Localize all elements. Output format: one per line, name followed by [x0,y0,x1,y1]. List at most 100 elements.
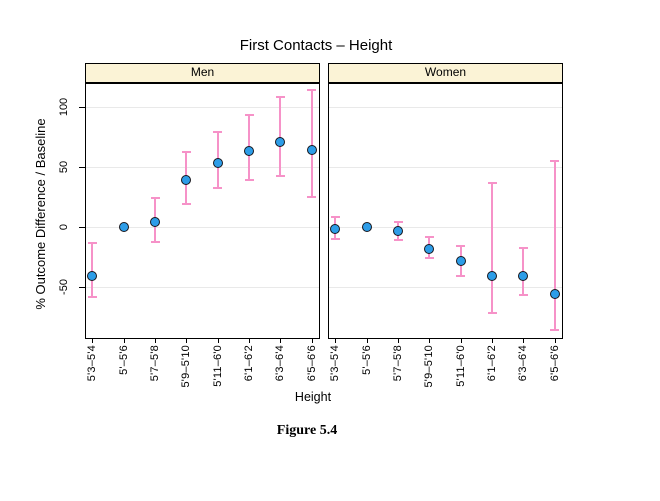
gridline [329,226,562,228]
error-bar-cap-top [244,114,254,117]
gridline [86,286,319,288]
panel-header-men-label: Men [190,65,215,79]
error-bar-cap-top [275,96,285,99]
data-point-marker [244,146,254,157]
x-tick-label: 5'7–5'8 [392,345,404,382]
x-tick [217,339,219,343]
gridline [86,166,319,168]
gridline [86,226,319,228]
gridline [329,286,562,288]
y-tick-label: 0 [58,223,70,230]
error-bar-cap-bottom [330,237,340,240]
data-point-marker [455,256,466,267]
x-tick [335,339,337,343]
data-point-marker [330,224,341,234]
error-bar-cap-bottom [393,238,403,241]
x-tick [249,339,250,343]
panel-header-men: Men [85,63,320,83]
x-tick [398,339,399,343]
error-bar-cap-bottom [150,241,160,244]
x-tick-label: 5'3–5'4 [86,345,99,382]
panel-header-women: Women [328,63,563,83]
plot-area-men [85,83,320,339]
panel-header-women-label: Women [424,65,467,79]
x-tick [123,339,125,343]
data-point-marker [87,270,98,281]
panel-women: Women 5'3–5'4 5'–5'6 5'7–5'8 5'9–5'10 5'11–6… [328,63,563,403]
data-point-marker [518,270,529,281]
y-axis-title: % Outcome Difference / Baseline [33,118,48,310]
error-bar-cap-bottom [487,311,497,314]
x-tick [492,339,493,343]
x-tick-label: 5'–5'6 [117,345,130,375]
y-tick [79,226,85,228]
error-bar [553,160,556,330]
error-bar-cap-top [213,130,223,133]
y-tick-label: 100 [58,97,70,116]
y-tick [79,106,85,108]
x-tick [554,339,556,343]
data-point-marker [487,270,497,281]
error-bar-cap-top [456,244,466,247]
x-tick-label: 6'5–6'6 [305,345,318,382]
error-bar-cap-top [487,182,497,185]
x-tick [186,339,188,343]
y-tick [79,166,85,168]
x-tick [523,339,525,343]
x-tick-label: 5'11–6'0 [211,345,224,387]
error-bar-cap-top [181,151,191,154]
data-point-marker [549,288,560,299]
error-bar-cap-bottom [244,178,254,181]
data-point-marker [150,216,160,227]
gridline [329,166,562,168]
x-tick-label: 6'3–6'4 [517,345,530,382]
y-tick-label: -50 [58,278,70,295]
error-bar-cap-bottom [213,187,223,190]
error-bar-cap-top [87,242,97,245]
gridline [86,106,319,108]
y-tick-label: 50 [58,160,70,173]
gridline [329,106,562,108]
x-tick-label: 6'5–6'6 [548,345,561,382]
error-bar-cap-bottom [275,175,285,178]
data-point-marker [361,221,372,232]
data-point-marker [212,158,223,169]
figure-caption: Figure 5.4 [276,423,338,438]
x-tick-label: 5'3–5'4 [329,345,342,382]
data-point-marker [306,144,317,155]
x-tick [429,339,431,343]
x-tick [92,339,94,343]
error-bar-cap-bottom [456,274,466,277]
error-bar-cap-top [330,216,340,218]
error-bar-cap-bottom [550,328,560,331]
chart-title: First Contacts – Height [239,37,393,54]
x-tick [280,339,282,343]
x-tick-label: 5'9–5'10 [180,345,193,388]
error-bar-cap-top [518,247,528,250]
y-tick [79,286,85,288]
error-bar-cap-top [393,220,403,223]
x-tick [311,339,313,343]
error-bar-cap-bottom [424,256,434,259]
error-bar-cap-bottom [518,293,528,296]
x-tick-label: 5'9–5'10 [423,345,436,388]
plot-area-women [328,83,563,339]
x-tick-label: 5'7–5'8 [149,345,161,382]
error-bar-cap-bottom [181,202,191,205]
x-tick-label: 5'–5'6 [360,345,373,375]
data-point-marker [393,226,403,237]
error-bar [91,243,94,298]
error-bar-cap-bottom [87,296,97,299]
panel-men: Men 5'3–5'4 5'–5'6 5'7–5'8 5'9–5'10 5'11–6'0… [85,63,320,403]
error-bar-cap-bottom [307,195,317,198]
x-tick-label: 6'1–6'2 [486,345,498,382]
data-point-marker [275,136,286,147]
x-tick-label: 6'3–6'4 [274,345,287,382]
x-tick-label: 5'11–6'0 [454,345,467,387]
data-point-marker [181,174,192,185]
x-tick [460,339,462,343]
x-tick [366,339,368,343]
data-point-marker [424,244,435,255]
x-axis-title: Height [294,390,332,404]
